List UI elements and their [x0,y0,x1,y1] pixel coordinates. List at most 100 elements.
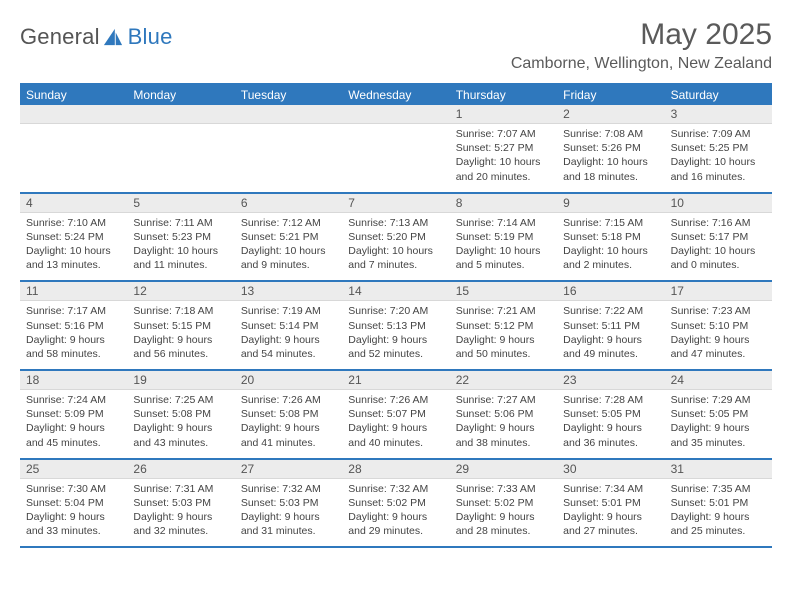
brand-logo: General Blue [20,18,173,50]
day-cell-line: Daylight: 9 hours [241,333,336,347]
day-cell: Sunrise: 7:34 AMSunset: 5:01 PMDaylight:… [557,479,664,547]
date-number [235,105,342,123]
date-number: 9 [557,194,664,212]
day-cell: Sunrise: 7:33 AMSunset: 5:02 PMDaylight:… [450,479,557,547]
day-cell-line: and 47 minutes. [671,347,766,361]
day-cell-line: Sunset: 5:05 PM [563,407,658,421]
day-cell: Sunrise: 7:20 AMSunset: 5:13 PMDaylight:… [342,301,449,369]
date-number-row: 25262728293031 [20,460,772,479]
month-title: May 2025 [511,18,772,52]
day-cell-line: Sunrise: 7:15 AM [563,216,658,230]
day-cell-line: and 7 minutes. [348,258,443,272]
day-cell-line: Daylight: 9 hours [241,510,336,524]
day-cell: Sunrise: 7:29 AMSunset: 5:05 PMDaylight:… [665,390,772,458]
day-cell-line: and 28 minutes. [456,524,551,538]
day-cell-line: Daylight: 9 hours [26,510,121,524]
date-number: 30 [557,460,664,478]
dayhead-tue: Tuesday [235,85,342,105]
day-cell-line: Sunrise: 7:26 AM [241,393,336,407]
day-cell-line: Sunset: 5:15 PM [133,319,228,333]
day-cell-line: Sunset: 5:14 PM [241,319,336,333]
day-cell-line: Daylight: 9 hours [26,333,121,347]
day-cell-line: Sunset: 5:08 PM [241,407,336,421]
date-number: 15 [450,282,557,300]
date-number: 22 [450,371,557,389]
day-cell-line: and 49 minutes. [563,347,658,361]
day-cell-line: and 25 minutes. [671,524,766,538]
date-number: 8 [450,194,557,212]
day-cell-line: and 2 minutes. [563,258,658,272]
day-cell-line: Sunrise: 7:22 AM [563,304,658,318]
day-cell: Sunrise: 7:30 AMSunset: 5:04 PMDaylight:… [20,479,127,547]
day-cell: Sunrise: 7:15 AMSunset: 5:18 PMDaylight:… [557,213,664,281]
day-cell-line: Sunrise: 7:30 AM [26,482,121,496]
day-cell-line: and 29 minutes. [348,524,443,538]
date-number [127,105,234,123]
date-number-row: 45678910 [20,194,772,213]
day-cell-line: Sunset: 5:21 PM [241,230,336,244]
date-number: 21 [342,371,449,389]
day-cell-line: and 35 minutes. [671,436,766,450]
day-cell-line: Daylight: 10 hours [26,244,121,258]
brand-part1: General [20,24,100,50]
day-cell-line: Sunrise: 7:20 AM [348,304,443,318]
day-cell-line: Sunset: 5:20 PM [348,230,443,244]
day-cell-line: Sunrise: 7:07 AM [456,127,551,141]
date-number: 27 [235,460,342,478]
day-cell-line: Sunrise: 7:11 AM [133,216,228,230]
day-cell-line: Daylight: 10 hours [348,244,443,258]
week-body-row: Sunrise: 7:17 AMSunset: 5:16 PMDaylight:… [20,301,772,371]
day-cell-line: Daylight: 10 hours [456,244,551,258]
day-cell-line: and 40 minutes. [348,436,443,450]
day-cell: Sunrise: 7:28 AMSunset: 5:05 PMDaylight:… [557,390,664,458]
day-cell: Sunrise: 7:07 AMSunset: 5:27 PMDaylight:… [450,124,557,192]
date-number: 24 [665,371,772,389]
day-cell-line: Sunset: 5:26 PM [563,141,658,155]
day-cell: Sunrise: 7:31 AMSunset: 5:03 PMDaylight:… [127,479,234,547]
day-cell-line: Sunset: 5:27 PM [456,141,551,155]
day-cell-line: Sunrise: 7:29 AM [671,393,766,407]
day-cell: Sunrise: 7:08 AMSunset: 5:26 PMDaylight:… [557,124,664,192]
date-number: 19 [127,371,234,389]
day-cell-line: Daylight: 9 hours [563,333,658,347]
day-cell-line: Daylight: 9 hours [456,510,551,524]
date-number: 11 [20,282,127,300]
week-body-row: Sunrise: 7:10 AMSunset: 5:24 PMDaylight:… [20,213,772,283]
day-cell-line: and 32 minutes. [133,524,228,538]
date-number: 13 [235,282,342,300]
day-cell-line: Daylight: 10 hours [241,244,336,258]
day-cell-line: Daylight: 9 hours [133,510,228,524]
day-cell-line: Sunset: 5:09 PM [26,407,121,421]
day-cell: Sunrise: 7:35 AMSunset: 5:01 PMDaylight:… [665,479,772,547]
day-header-row: Sunday Monday Tuesday Wednesday Thursday… [20,85,772,105]
day-cell-line: and 0 minutes. [671,258,766,272]
day-cell-line: and 45 minutes. [26,436,121,450]
day-cell-line: Sunset: 5:11 PM [563,319,658,333]
day-cell-line: and 11 minutes. [133,258,228,272]
date-number: 3 [665,105,772,123]
day-cell [127,124,234,192]
date-number: 17 [665,282,772,300]
day-cell-line: and 36 minutes. [563,436,658,450]
day-cell-line: Sunset: 5:05 PM [671,407,766,421]
page: General Blue May 2025 Camborne, Wellingt… [0,0,792,612]
day-cell-line: Sunset: 5:02 PM [348,496,443,510]
day-cell-line: Sunrise: 7:14 AM [456,216,551,230]
day-cell-line: and 27 minutes. [563,524,658,538]
day-cell-line: Sunrise: 7:17 AM [26,304,121,318]
day-cell-line: Daylight: 10 hours [671,244,766,258]
day-cell-line: Sunset: 5:03 PM [133,496,228,510]
day-cell-line: and 41 minutes. [241,436,336,450]
dayhead-thu: Thursday [450,85,557,105]
day-cell-line: Sunset: 5:08 PM [133,407,228,421]
date-number: 7 [342,194,449,212]
day-cell-line: Sunset: 5:01 PM [671,496,766,510]
day-cell: Sunrise: 7:25 AMSunset: 5:08 PMDaylight:… [127,390,234,458]
day-cell: Sunrise: 7:26 AMSunset: 5:07 PMDaylight:… [342,390,449,458]
day-cell-line: and 38 minutes. [456,436,551,450]
day-cell-line: Sunrise: 7:24 AM [26,393,121,407]
date-number [20,105,127,123]
location: Camborne, Wellington, New Zealand [511,55,772,73]
day-cell-line: and 43 minutes. [133,436,228,450]
date-number: 23 [557,371,664,389]
